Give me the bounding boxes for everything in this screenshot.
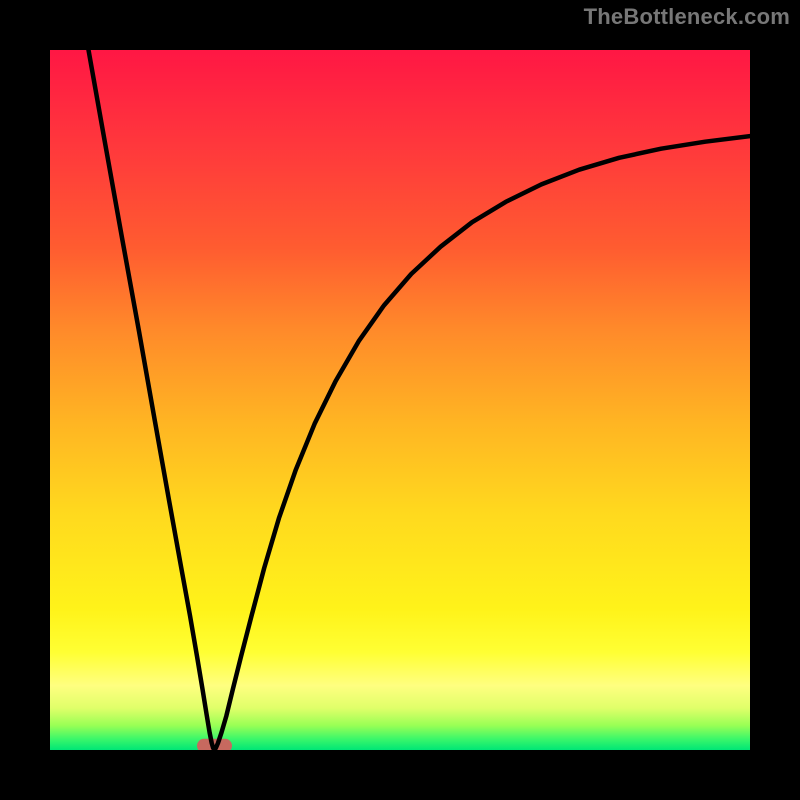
frame-bottom <box>0 750 800 800</box>
frame-right <box>750 0 800 800</box>
bottleneck-chart <box>0 0 800 800</box>
chart-background <box>50 50 750 750</box>
frame-left <box>0 0 50 800</box>
watermark-text: TheBottleneck.com <box>584 4 790 30</box>
